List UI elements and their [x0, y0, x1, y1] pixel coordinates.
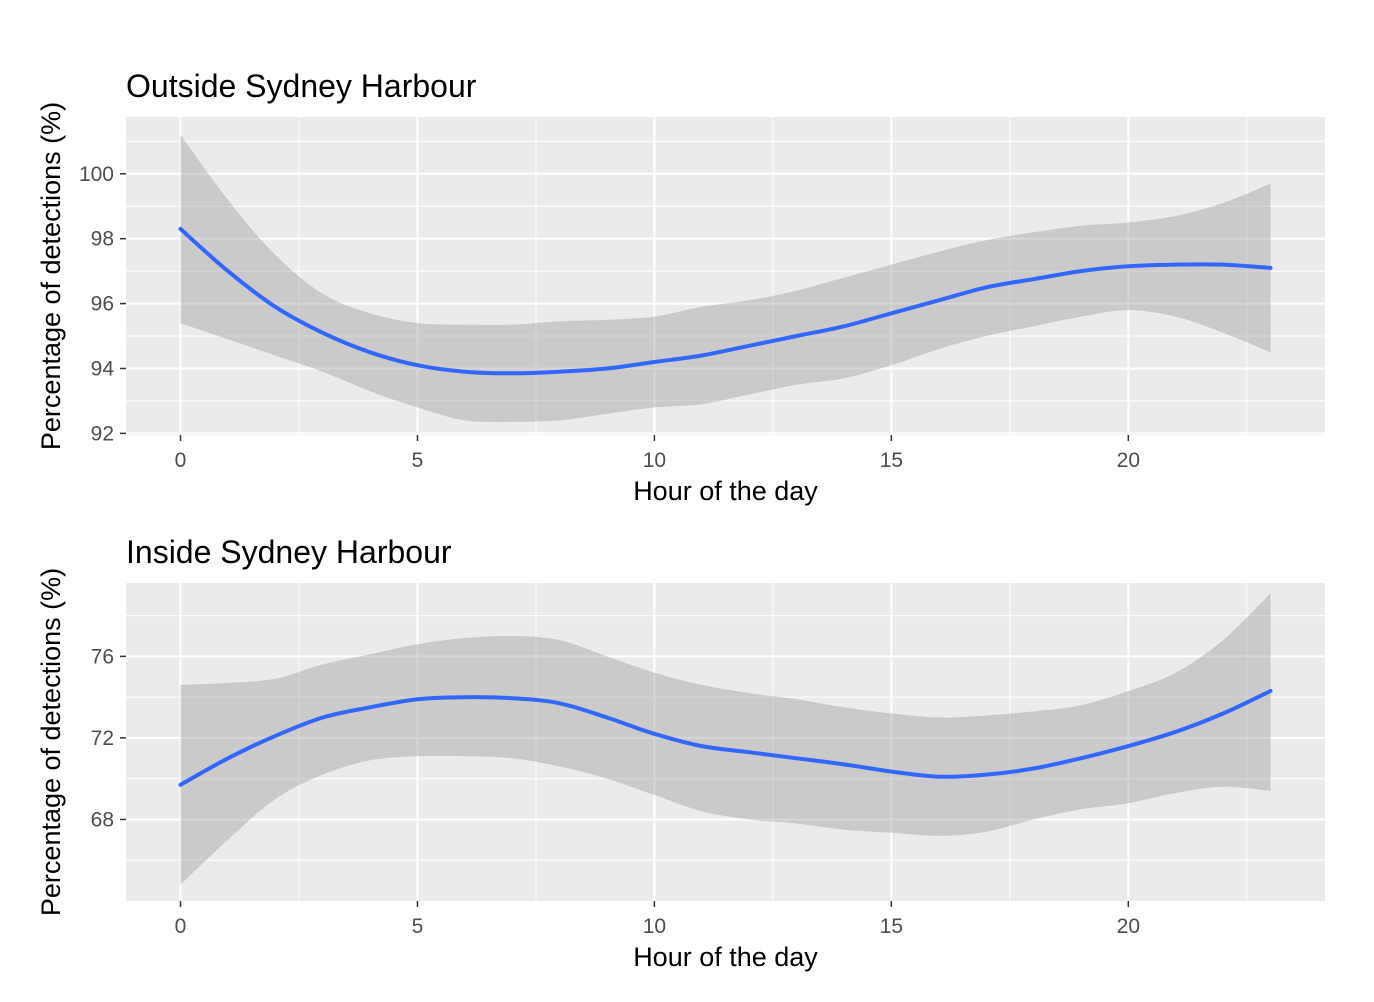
smooth-line [178, 226, 1273, 376]
x-tick-label: 10 [643, 449, 666, 472]
y-tick-label: 98 [91, 228, 114, 251]
panel-outside-sydney-harbour: 0 5 10 15 20 92 94 96 98 100 Outside Sydney Harbou… [36, 68, 1325, 506]
x-tick-label: 5 [412, 449, 424, 472]
x-tick-label: 20 [1117, 915, 1140, 938]
confidence-band [180, 134, 1271, 423]
y-axis-title: Percentage of detections (%) [36, 102, 66, 450]
y-tick-label: 100 [79, 163, 114, 186]
chart-title: Inside Sydney Harbour [126, 534, 452, 570]
confidence-band [180, 593, 1271, 885]
y-tick-label: 68 [91, 808, 114, 831]
y-tick-label: 72 [91, 727, 114, 750]
x-tick-label: 15 [880, 449, 903, 472]
x-tick-label: 15 [880, 915, 903, 938]
x-axis-title: Hour of the day [633, 476, 818, 506]
panel-inside-sydney-harbour: 0 5 10 15 20 68 72 76 Inside Sydney Harbour Hour … [36, 534, 1325, 972]
x-tick-label: 20 [1117, 449, 1140, 472]
panel-background [126, 117, 1325, 435]
y-tick-label: 92 [91, 422, 114, 445]
x-tick-label: 0 [175, 915, 187, 938]
panel-background [126, 583, 1325, 901]
y-axis-title: Percentage of detections (%) [36, 568, 66, 916]
y-tick-label: 94 [91, 357, 115, 380]
y-tick-label: 76 [91, 645, 114, 668]
chart-title: Outside Sydney Harbour [126, 68, 477, 104]
x-axis-title: Hour of the day [633, 942, 818, 972]
x-tick-label: 5 [412, 915, 424, 938]
y-tick-label: 96 [91, 293, 114, 316]
smooth-line [178, 689, 1273, 787]
x-tick-label: 0 [175, 449, 187, 472]
x-tick-label: 10 [643, 915, 666, 938]
